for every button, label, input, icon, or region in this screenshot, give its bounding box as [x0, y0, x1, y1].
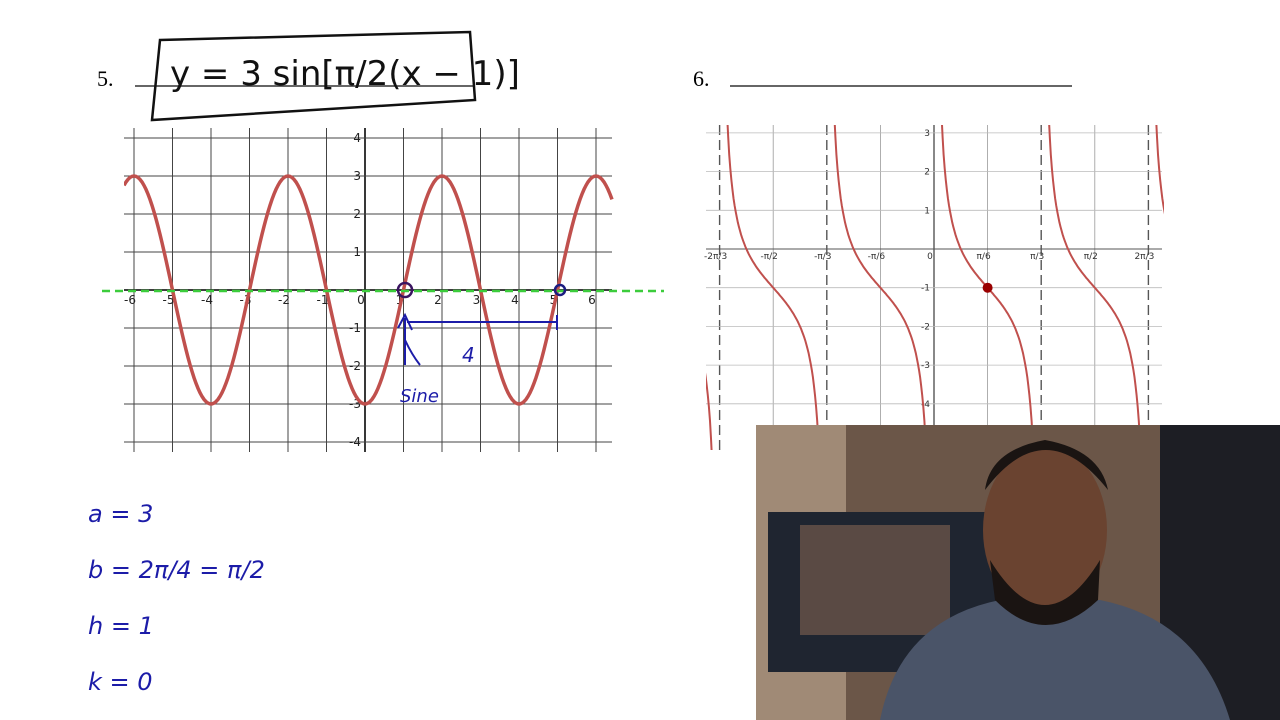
- graph-5: -6 -5 -4 -3 -2 -1 0 1 2 3 4 5 6 -4 -3 -2 -1 1 2 3 4: [124, 128, 614, 452]
- pointer: [404, 339, 421, 366]
- y-tick-label: 3: [924, 129, 930, 139]
- y-tick-label: 1: [924, 206, 930, 216]
- y-tick-label: -2: [921, 322, 930, 332]
- x-tick-label: 6: [588, 293, 596, 307]
- work-line: b = 2π/4 = π/2: [88, 556, 265, 584]
- work-line: h = 1: [88, 612, 154, 640]
- y-tick-label: 2: [924, 168, 930, 178]
- x-tick-label: π/2: [1084, 252, 1098, 262]
- y-tick-label: -1: [349, 321, 361, 335]
- x-tick-label: -2π/3: [704, 252, 727, 262]
- period-note: 4: [462, 343, 475, 367]
- problem-number: 5.: [97, 66, 114, 91]
- x-tick-label: 3: [473, 293, 481, 307]
- work-line: a = 3: [88, 500, 153, 528]
- x-tick-label: -π/2: [760, 252, 777, 262]
- graph-6: -2π/3 -π/2 -π/3 -π/6 0 π/6 π/3 π/2 2π/3 3 2 1 -1 -2 -3…: [704, 125, 1164, 452]
- x-tick-label: -π/6: [868, 252, 886, 262]
- circle-mark: [553, 283, 567, 297]
- cot-curve: [833, 125, 927, 450]
- x-tick-label: -1: [317, 293, 329, 307]
- cot-curve: [1155, 125, 1164, 215]
- x-tick-label: π/3: [1030, 252, 1044, 262]
- y-tick-label: -3: [921, 361, 930, 371]
- x-tick-label: 2: [434, 293, 442, 307]
- x-tick-label: -2: [278, 293, 290, 307]
- cot-curve: [706, 372, 713, 450]
- sine-curve: [124, 174, 614, 406]
- x-tick-label: 1: [396, 293, 404, 307]
- x-tick-label: 5: [550, 293, 558, 307]
- webcam: [756, 425, 1280, 720]
- cot-curve: [726, 125, 820, 450]
- x-tick-label: -3: [240, 293, 252, 307]
- y-tick-label: -4: [349, 435, 361, 449]
- x-tick-label: -6: [124, 293, 136, 307]
- period-arrow: [397, 312, 558, 365]
- y-tick-label: 4: [353, 131, 361, 145]
- y-tick-label: 2: [353, 207, 361, 221]
- x-tick-label: 0: [357, 293, 365, 307]
- x-tick-label: π/6: [977, 252, 991, 262]
- point: [982, 282, 993, 293]
- sine-note: Sine: [400, 386, 439, 407]
- equation-box: [150, 30, 477, 122]
- x-tick-label: -π/3: [814, 252, 831, 262]
- x-tick-label: 4: [511, 293, 519, 307]
- y-tick-label: 1: [353, 245, 361, 259]
- y-tick-label: -4: [921, 400, 930, 410]
- y-tick-label: -3: [349, 397, 361, 411]
- y-tick-label: -1: [921, 284, 930, 294]
- x-tick-label: -5: [163, 293, 175, 307]
- x-tick-label: -4: [201, 293, 213, 307]
- circle-mark: [396, 281, 414, 299]
- x-tick-label: 2π/3: [1134, 252, 1154, 262]
- y-tick-label: -2: [349, 359, 361, 373]
- problem-number: 6.: [693, 66, 710, 91]
- y-tick-label: 3: [353, 169, 361, 183]
- equation: y = 3 sin[π/2(x − 1)]: [170, 54, 520, 94]
- cot-curve: [1048, 125, 1142, 450]
- work-line: k = 0: [88, 668, 153, 696]
- x-tick-label: 0: [927, 252, 933, 262]
